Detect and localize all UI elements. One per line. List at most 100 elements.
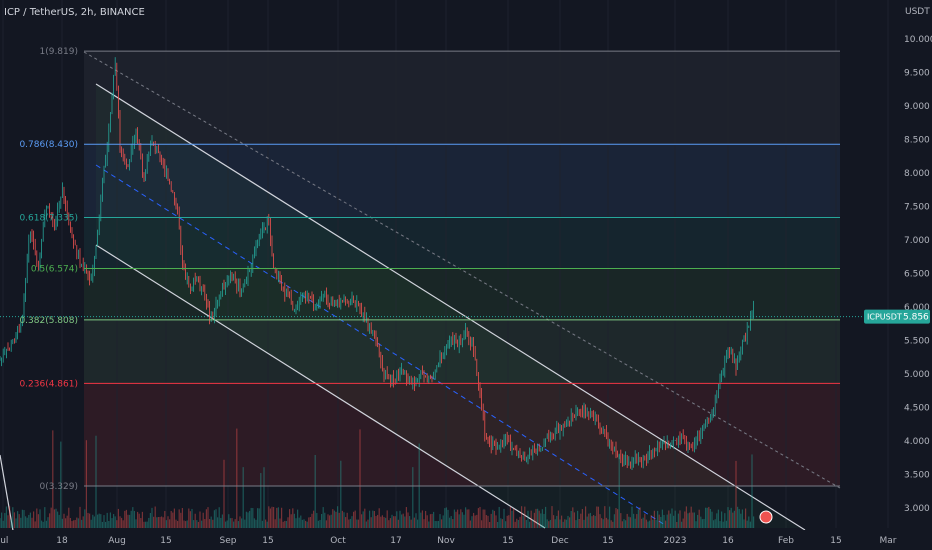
volume-bar — [103, 515, 105, 528]
fib-label: 1(9.819) — [39, 47, 78, 57]
volume-bar — [391, 514, 393, 528]
price-tick-label: 8.500 — [904, 136, 930, 146]
volume-bar — [348, 519, 350, 528]
volume-bar — [594, 515, 596, 528]
volume-bar — [509, 506, 511, 528]
volume-bar — [127, 514, 129, 528]
volume-bar — [405, 507, 407, 528]
volume-bar — [437, 520, 439, 528]
volume-bar — [63, 513, 65, 528]
volume-bar — [521, 506, 523, 528]
volume-bar — [380, 516, 382, 528]
price-tick-label: 7.000 — [904, 236, 930, 246]
volume-bar — [100, 514, 102, 528]
volume-bar — [717, 509, 719, 528]
volume-bar — [557, 510, 559, 528]
volume-bar — [381, 515, 383, 528]
volume-bar — [554, 519, 556, 528]
volume-bar — [413, 517, 415, 528]
volume-bar — [445, 507, 447, 528]
volume-bar — [26, 517, 28, 528]
volume-bar — [349, 518, 351, 528]
volume-bar — [743, 519, 745, 528]
live-indicator-icon[interactable] — [759, 510, 773, 524]
volume-bar — [377, 514, 379, 528]
volume-bar — [324, 512, 326, 528]
volume-bar — [519, 516, 521, 528]
time-tick-label: Sep — [220, 536, 237, 546]
volume-bar — [703, 518, 705, 528]
volume-bar — [674, 510, 676, 528]
volume-bar — [140, 518, 142, 528]
volume-bar — [567, 515, 569, 528]
volume-bar — [21, 509, 23, 528]
volume-bar — [660, 516, 662, 528]
volume-bar — [55, 508, 57, 528]
volume-bar — [425, 510, 427, 528]
volume-bar — [36, 508, 38, 528]
volume-bar — [49, 513, 51, 528]
volume-bar — [148, 517, 150, 528]
volume-bar — [161, 516, 163, 528]
volume-bar — [458, 514, 460, 528]
volume-bar — [137, 511, 139, 528]
volume-bar — [309, 516, 311, 528]
volume-bar — [484, 509, 486, 528]
volume-bar — [607, 519, 609, 528]
volume-bar — [172, 512, 174, 528]
time-tick-label: Feb — [778, 536, 794, 546]
volume-bar — [159, 516, 161, 528]
volume-bar — [47, 517, 49, 528]
volume-bar — [225, 521, 227, 528]
volume-bar — [146, 521, 148, 528]
channel-lower-line — [95, 244, 546, 529]
volume-bar — [351, 516, 353, 528]
volume-bar — [409, 516, 411, 528]
volume-bar — [610, 520, 612, 528]
volume-bar — [421, 510, 423, 528]
volume-bar — [429, 514, 431, 528]
volume-bar — [169, 519, 171, 528]
last-price-value: 5.856 — [903, 313, 929, 323]
volume-bar — [697, 514, 699, 528]
volume-bar — [81, 519, 83, 528]
volume-bar — [452, 519, 454, 528]
volume-bar — [463, 514, 465, 528]
volume-bar — [540, 513, 542, 528]
volume-bar — [689, 512, 691, 528]
volume-bar — [575, 520, 577, 528]
volume-bar — [85, 440, 87, 528]
volume-bar — [135, 519, 137, 528]
volume-bar — [268, 506, 270, 528]
volume-bar — [489, 521, 491, 528]
volume-bar — [665, 520, 667, 528]
price-axis-currency: USDT — [905, 7, 930, 17]
volume-bar — [585, 506, 587, 528]
volume-bar — [602, 519, 604, 528]
volume-bar — [266, 521, 268, 528]
volume-bar — [165, 520, 167, 528]
volume-bar — [353, 511, 355, 528]
volume-bar — [708, 506, 710, 528]
volume-bar — [241, 518, 243, 528]
volume-bar — [498, 506, 500, 528]
volume-bar — [289, 509, 291, 528]
volume-bar — [634, 518, 636, 528]
volume-bar — [439, 514, 441, 528]
volume-bar — [193, 520, 195, 528]
volume-bar — [335, 511, 337, 528]
volume-bar — [207, 507, 209, 528]
time-tick-label: Jul — [0, 536, 8, 546]
volume-bar — [730, 507, 732, 528]
volume-bar — [593, 515, 595, 528]
volume-bar — [162, 517, 164, 528]
volume-bar — [0, 518, 1, 528]
volume-bar — [73, 520, 75, 528]
volume-bar — [69, 517, 71, 528]
volume-bar — [362, 511, 364, 528]
volume-bar — [338, 512, 340, 528]
volume-bar — [375, 516, 377, 528]
volume-bar — [74, 519, 76, 528]
